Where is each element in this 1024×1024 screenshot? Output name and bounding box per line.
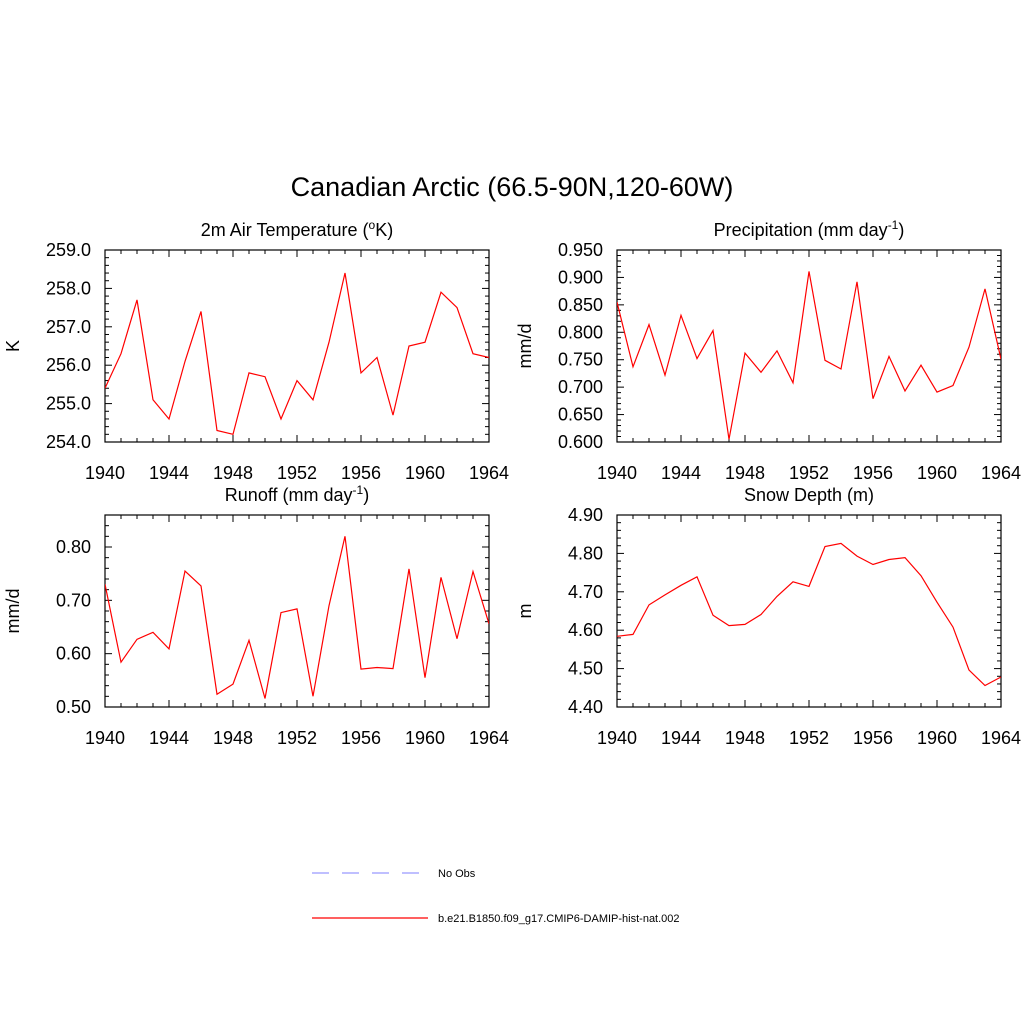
panel-title: Snow Depth (m): [744, 485, 874, 505]
plot-frame: [616, 249, 1002, 443]
x-tick-label: 1948: [213, 728, 253, 748]
x-tick-label: 1944: [149, 728, 189, 748]
panel-4: Snow Depth (m) m 1940 1944 1948 1952 1956 1960 1…: [515, 485, 1021, 748]
y-tick-label: 4.40: [568, 697, 603, 717]
legend: No Obs b.e21.B1850.f09_g17.CMIP6-DAMIP-hi…: [312, 868, 680, 925]
y-tick-label: 0.650: [558, 405, 603, 425]
series-line-1: [617, 542, 1001, 687]
panel-title-superscript: -1: [888, 218, 899, 232]
x-tick-label: 1948: [213, 463, 253, 483]
x-tick-label: 1944: [661, 463, 701, 483]
y-tick-label: 0.750: [558, 350, 603, 370]
x-tick-label: 1960: [917, 728, 957, 748]
x-tick-label: 1960: [405, 463, 445, 483]
y-tick-label: 256.0: [46, 355, 91, 375]
x-tick-label: 1952: [277, 728, 317, 748]
panel-title-superscript: -1: [353, 483, 364, 497]
panel-title-text: Precipitation (mm day: [714, 220, 888, 240]
y-tick-label: 0.900: [558, 267, 603, 287]
panel-title-text: Runoff (mm day: [225, 485, 353, 505]
panel-title: Runoff (mm day-1): [225, 483, 369, 505]
y-tick-label: 254.0: [46, 432, 91, 452]
y-tick-label: 4.60: [568, 620, 603, 640]
y-tick-label: 0.700: [558, 377, 603, 397]
series-line-1: [617, 271, 1001, 440]
x-tick-label: 1956: [853, 728, 893, 748]
x-tick-label: 1952: [277, 463, 317, 483]
plot-frame: [104, 249, 490, 443]
x-tick-label: 1944: [661, 728, 701, 748]
panel-3: Runoff (mm day-1) mm/d 1940 1944 1948 1952 195…: [3, 483, 509, 748]
y-tick-label: 258.0: [46, 278, 91, 298]
x-tick-label: 1964: [469, 728, 509, 748]
y-tick-label: 4.50: [568, 659, 603, 679]
panel-title-text-end: ): [363, 485, 369, 505]
x-tick-label: 1952: [789, 463, 829, 483]
panel-title-superscript: o: [369, 218, 376, 232]
panel-2: Precipitation (mm day-1) mm/d 1940 1944 1948…: [515, 218, 1021, 483]
x-tick-label: 1956: [341, 463, 381, 483]
series-line-1: [105, 536, 489, 699]
panel-title-text-end: K): [375, 220, 393, 240]
y-tick-label: 4.70: [568, 582, 603, 602]
x-tick-label: 1956: [341, 728, 381, 748]
y-tick-label: 257.0: [46, 317, 91, 337]
y-tick-label: 0.800: [558, 322, 603, 342]
panel-1: 2m Air Temperature (oK) K 1940 1944 1948 1952…: [3, 218, 509, 483]
x-tick-label: 1964: [981, 728, 1021, 748]
y-axis-label: mm/d: [515, 324, 535, 369]
x-tick-label: 1940: [597, 463, 637, 483]
x-tick-label: 1960: [405, 728, 445, 748]
panel-title: Precipitation (mm day-1): [714, 218, 905, 240]
x-tick-label: 1964: [981, 463, 1021, 483]
x-tick-label: 1964: [469, 463, 509, 483]
y-axis-label: m: [515, 604, 535, 619]
x-tick-label: 1948: [725, 463, 765, 483]
y-tick-label: 0.600: [558, 432, 603, 452]
y-tick-label: 0.70: [56, 590, 91, 610]
x-tick-label: 1940: [597, 728, 637, 748]
panel-title-text: 2m Air Temperature (: [201, 220, 369, 240]
y-tick-label: 255.0: [46, 394, 91, 414]
y-tick-label: 0.60: [56, 644, 91, 664]
x-tick-label: 1948: [725, 728, 765, 748]
figure-title: Canadian Arctic (66.5-90N,120-60W): [291, 172, 734, 202]
y-tick-label: 0.50: [56, 697, 91, 717]
legend-label-2: b.e21.B1850.f09_g17.CMIP6-DAMIP-hist-nat…: [438, 913, 680, 925]
y-tick-label: 0.850: [558, 295, 603, 315]
x-tick-label: 1944: [149, 463, 189, 483]
panels: 2m Air Temperature (oK) K 1940 1944 1948 1952…: [3, 218, 1021, 748]
series-line-1: [105, 272, 489, 436]
y-axis-label: K: [3, 340, 23, 352]
panel-title: 2m Air Temperature (oK): [201, 218, 393, 240]
y-tick-label: 4.80: [568, 543, 603, 563]
y-tick-label: 0.950: [558, 240, 603, 260]
x-tick-label: 1952: [789, 728, 829, 748]
y-tick-label: 259.0: [46, 240, 91, 260]
y-tick-label: 0.80: [56, 537, 91, 557]
y-tick-label: 4.90: [568, 505, 603, 525]
panel-title-text-end: ): [898, 220, 904, 240]
legend-label-1: No Obs: [438, 868, 476, 880]
x-tick-label: 1940: [85, 728, 125, 748]
y-axis-label: mm/d: [3, 589, 23, 634]
x-tick-label: 1960: [917, 463, 957, 483]
x-tick-label: 1956: [853, 463, 893, 483]
plot-frame: [616, 514, 1002, 708]
x-tick-label: 1940: [85, 463, 125, 483]
panel-title-text: Snow Depth (m): [744, 485, 874, 505]
